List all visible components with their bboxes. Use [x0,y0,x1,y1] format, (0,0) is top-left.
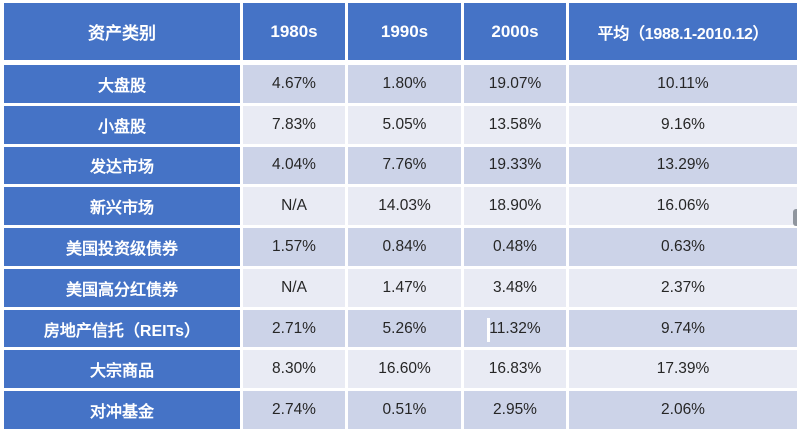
value-cell: 11.32% [464,309,566,348]
value-cell: 4.04% [243,146,345,185]
value-cell: 19.07% [464,65,566,103]
value-cell: N/A [243,187,345,226]
row-label: 小盘股 [4,105,240,144]
value-cell: 2.95% [464,391,566,429]
value-cell: 13.29% [569,146,797,185]
column-header-average: 平均（1988.1-2010.12） [569,3,797,62]
row-label: 房地产信托（REITs） [4,309,240,348]
row-label: 对冲基金 [4,391,240,429]
value-cell: 13.58% [464,105,566,144]
value-cell: N/A [243,268,345,307]
value-cell: 0.63% [569,228,797,266]
value-cell: 1.57% [243,228,345,266]
row-label: 发达市场 [4,146,240,185]
value-cell: 0.84% [348,228,461,266]
right-edge-marker [793,209,797,226]
row-label: 新兴市场 [4,187,240,226]
value-cell: 16.06% [569,187,797,226]
value-cell: 1.80% [348,65,461,103]
value-cell: 8.30% [243,350,345,389]
column-header-2000s: 2000s [464,3,566,62]
value-cell: 0.48% [464,228,566,266]
asset-returns-table: 资产类别 1980s 1990s 2000s 平均（1988.1-2010.12… [4,3,797,429]
value-cell: 19.33% [464,146,566,185]
value-cell: 9.74% [569,309,797,348]
row-label: 美国投资级债券 [4,228,240,266]
column-header-1980s: 1980s [243,3,345,62]
value-cell: 16.83% [464,350,566,389]
value-cell: 1.47% [348,268,461,307]
row-label: 大盘股 [4,65,240,103]
value-cell: 2.71% [243,309,345,348]
value-cell: 0.51% [348,391,461,429]
row-label: 美国高分红债券 [4,268,240,307]
left-edge-notch [0,203,4,214]
column-header-1990s: 1990s [348,3,461,62]
value-cell: 2.06% [569,391,797,429]
value-cell: 17.39% [569,350,797,389]
value-cell: 18.90% [464,187,566,226]
row-label: 大宗商品 [4,350,240,389]
value-cell: 2.37% [569,268,797,307]
value-cell: 14.03% [348,187,461,226]
text-cursor [487,318,490,342]
value-cell: 5.05% [348,105,461,144]
value-cell: 3.48% [464,268,566,307]
value-cell: 16.60% [348,350,461,389]
value-cell: 4.67% [243,65,345,103]
value-cell: 10.11% [569,65,797,103]
value-cell: 5.26% [348,309,461,348]
value-cell: 7.83% [243,105,345,144]
value-cell: 7.76% [348,146,461,185]
value-cell: 2.74% [243,391,345,429]
value-cell: 9.16% [569,105,797,144]
column-header-asset-class: 资产类别 [4,3,240,62]
